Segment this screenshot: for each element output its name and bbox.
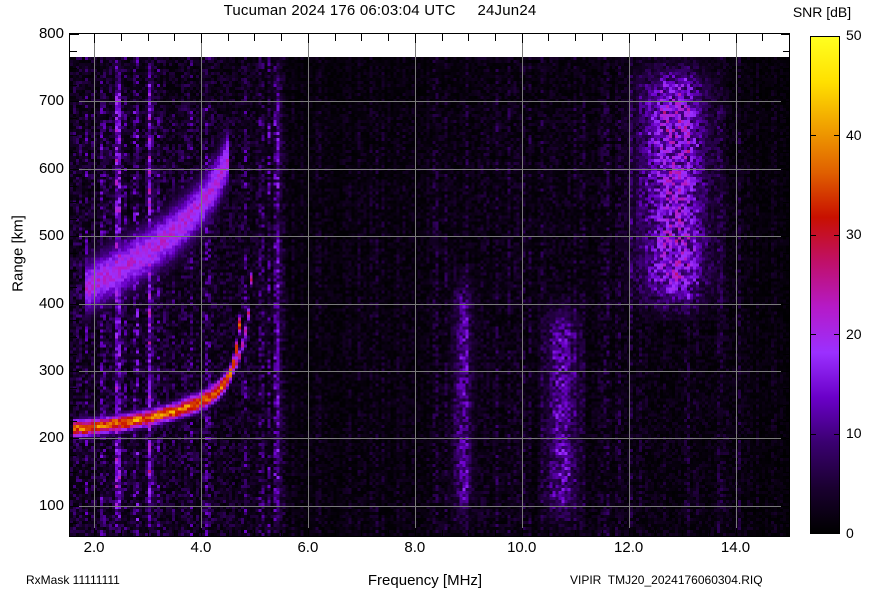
heatmap-canvas bbox=[70, 57, 789, 536]
colorbar bbox=[810, 36, 840, 534]
x-axis-tick-label: 2.0 bbox=[83, 539, 105, 556]
y-axis-title: Range [km] bbox=[9, 215, 27, 292]
y-axis-tick-label: 300 bbox=[38, 361, 64, 379]
y-axis-labels: 100 200 300 400 500 600 700 800 bbox=[0, 0, 64, 595]
y-axis-tick-label: 700 bbox=[38, 92, 64, 110]
colorbar-tick bbox=[810, 433, 816, 435]
colorbar-ticks bbox=[810, 36, 840, 534]
x-axis-title: Frequency [MHz] bbox=[367, 572, 483, 589]
colorbar-title: SNR [dB] bbox=[792, 4, 852, 20]
x-axis-tick-label: 12.0 bbox=[614, 539, 644, 556]
colorbar-tick bbox=[834, 334, 840, 336]
x-axis-labels: 2.0 4.0 6.0 8.0 10.0 12.0 14.0 bbox=[0, 539, 874, 563]
y-axis-tick-label: 100 bbox=[38, 496, 64, 514]
colorbar-tick-label: 30 bbox=[846, 226, 862, 243]
colorbar-tick bbox=[834, 135, 840, 137]
y-axis-tick-label: 200 bbox=[38, 429, 64, 447]
colorbar-tick bbox=[834, 234, 840, 236]
colorbar-gradient bbox=[811, 37, 839, 533]
y-axis-tick-label: 400 bbox=[38, 294, 64, 312]
colorbar-tick-label: 20 bbox=[846, 325, 862, 342]
x-axis-tick-label: 4.0 bbox=[190, 539, 212, 556]
colorbar-tick-labels: 0 10 20 30 40 50 bbox=[840, 27, 874, 548]
x-axis-tick-label: 10.0 bbox=[507, 539, 537, 556]
x-axis-tick-label: 8.0 bbox=[404, 539, 426, 556]
colorbar-tick-label: 50 bbox=[846, 27, 862, 43]
y-axis-tick-label: 500 bbox=[38, 227, 64, 245]
ionogram-heatmap bbox=[70, 57, 789, 536]
x-axis-tick-label: 6.0 bbox=[297, 539, 319, 556]
colorbar-tick bbox=[810, 334, 816, 336]
page-title: Tucuman 2024 176 06:03:04 UTC 24Jun24 bbox=[223, 2, 537, 19]
colorbar-tick bbox=[810, 234, 816, 236]
rxmask-label: RxMask 11111111 bbox=[26, 573, 120, 587]
colorbar-tick bbox=[834, 433, 840, 435]
instrument-file-label: VIPIR TMJ20_2024176060304.RIQ bbox=[570, 573, 763, 587]
colorbar-tick bbox=[810, 135, 816, 137]
y-axis-tick-label: 800 bbox=[38, 25, 64, 42]
x-axis-tick-label: 14.0 bbox=[720, 539, 751, 556]
colorbar-tick-label: 40 bbox=[846, 126, 862, 143]
y-axis-tick-label: 600 bbox=[38, 159, 64, 177]
colorbar-tick-label: 0 bbox=[846, 525, 854, 541]
colorbar-tick-label: 10 bbox=[846, 425, 862, 442]
